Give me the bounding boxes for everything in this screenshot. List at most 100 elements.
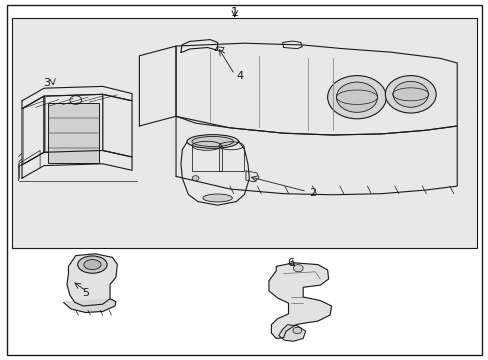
Point (443, 85, 451, 91)
Point (415, 131, 423, 137)
Point (249, 70, 257, 76)
Point (25, 159, 33, 165)
Bar (48, 103, 99, 163)
Point (58, 58, 66, 64)
Point (433, 44, 441, 50)
Point (424, 209, 431, 215)
Point (325, 144, 333, 150)
Point (332, 23, 340, 29)
Point (188, 164, 196, 170)
Point (408, 208, 416, 213)
Point (253, 63, 261, 69)
Point (133, 32, 141, 37)
Point (50, 77, 58, 82)
Polygon shape (22, 86, 132, 109)
Point (118, 120, 126, 126)
Point (420, 238, 427, 244)
Point (372, 98, 380, 104)
Point (406, 183, 414, 188)
Point (259, 62, 267, 67)
Point (273, 196, 281, 202)
Point (39, 197, 46, 202)
Point (466, 94, 473, 100)
Point (83, 221, 91, 227)
Point (361, 143, 369, 148)
Point (50, 162, 58, 168)
Point (116, 200, 123, 206)
Point (425, 28, 432, 33)
Point (413, 148, 421, 154)
Point (307, 189, 315, 194)
Point (289, 204, 297, 210)
Point (268, 87, 276, 93)
Point (302, 102, 310, 108)
Point (280, 151, 287, 157)
Point (235, 78, 243, 84)
Point (215, 158, 223, 164)
Point (20, 83, 27, 89)
Point (133, 199, 141, 205)
Point (98, 229, 105, 235)
Point (461, 154, 468, 159)
Point (24, 220, 32, 225)
Point (295, 92, 303, 98)
Point (158, 96, 166, 102)
Point (45, 80, 53, 86)
Point (193, 24, 201, 30)
Point (68, 150, 76, 156)
Point (87, 99, 95, 105)
Point (412, 97, 420, 103)
Point (361, 175, 368, 181)
Point (331, 156, 339, 161)
Point (94, 21, 102, 26)
Point (441, 66, 448, 71)
Text: 4: 4 (236, 71, 243, 81)
Point (343, 147, 351, 152)
Point (447, 41, 454, 47)
Point (335, 141, 343, 147)
Point (182, 126, 190, 131)
Point (46, 32, 54, 38)
Point (133, 99, 141, 105)
Point (340, 190, 348, 196)
Point (121, 141, 128, 147)
Point (95, 36, 102, 42)
Point (198, 43, 205, 49)
Circle shape (327, 76, 386, 119)
Point (80, 199, 88, 205)
Point (432, 152, 440, 158)
Point (129, 147, 137, 152)
Point (142, 137, 150, 143)
Point (88, 80, 96, 86)
Point (430, 98, 438, 104)
Point (93, 215, 101, 221)
Point (386, 129, 394, 134)
Point (158, 146, 165, 152)
Point (128, 182, 136, 188)
Point (94, 198, 102, 204)
Point (403, 109, 410, 114)
Point (334, 89, 342, 95)
Point (63, 107, 71, 113)
Point (442, 87, 450, 93)
Point (14, 50, 22, 55)
Point (35, 60, 43, 66)
Polygon shape (102, 94, 132, 157)
Point (439, 209, 447, 215)
Point (449, 106, 457, 112)
Point (239, 105, 247, 111)
Point (438, 145, 446, 150)
Point (386, 116, 394, 122)
Point (283, 166, 290, 171)
Point (199, 77, 206, 82)
Point (242, 206, 249, 211)
Point (271, 90, 279, 95)
Point (455, 57, 463, 63)
Point (119, 182, 126, 188)
Point (268, 64, 276, 70)
Point (296, 130, 304, 135)
Point (454, 186, 462, 192)
Point (245, 49, 253, 54)
Point (114, 21, 122, 26)
Point (282, 191, 290, 197)
